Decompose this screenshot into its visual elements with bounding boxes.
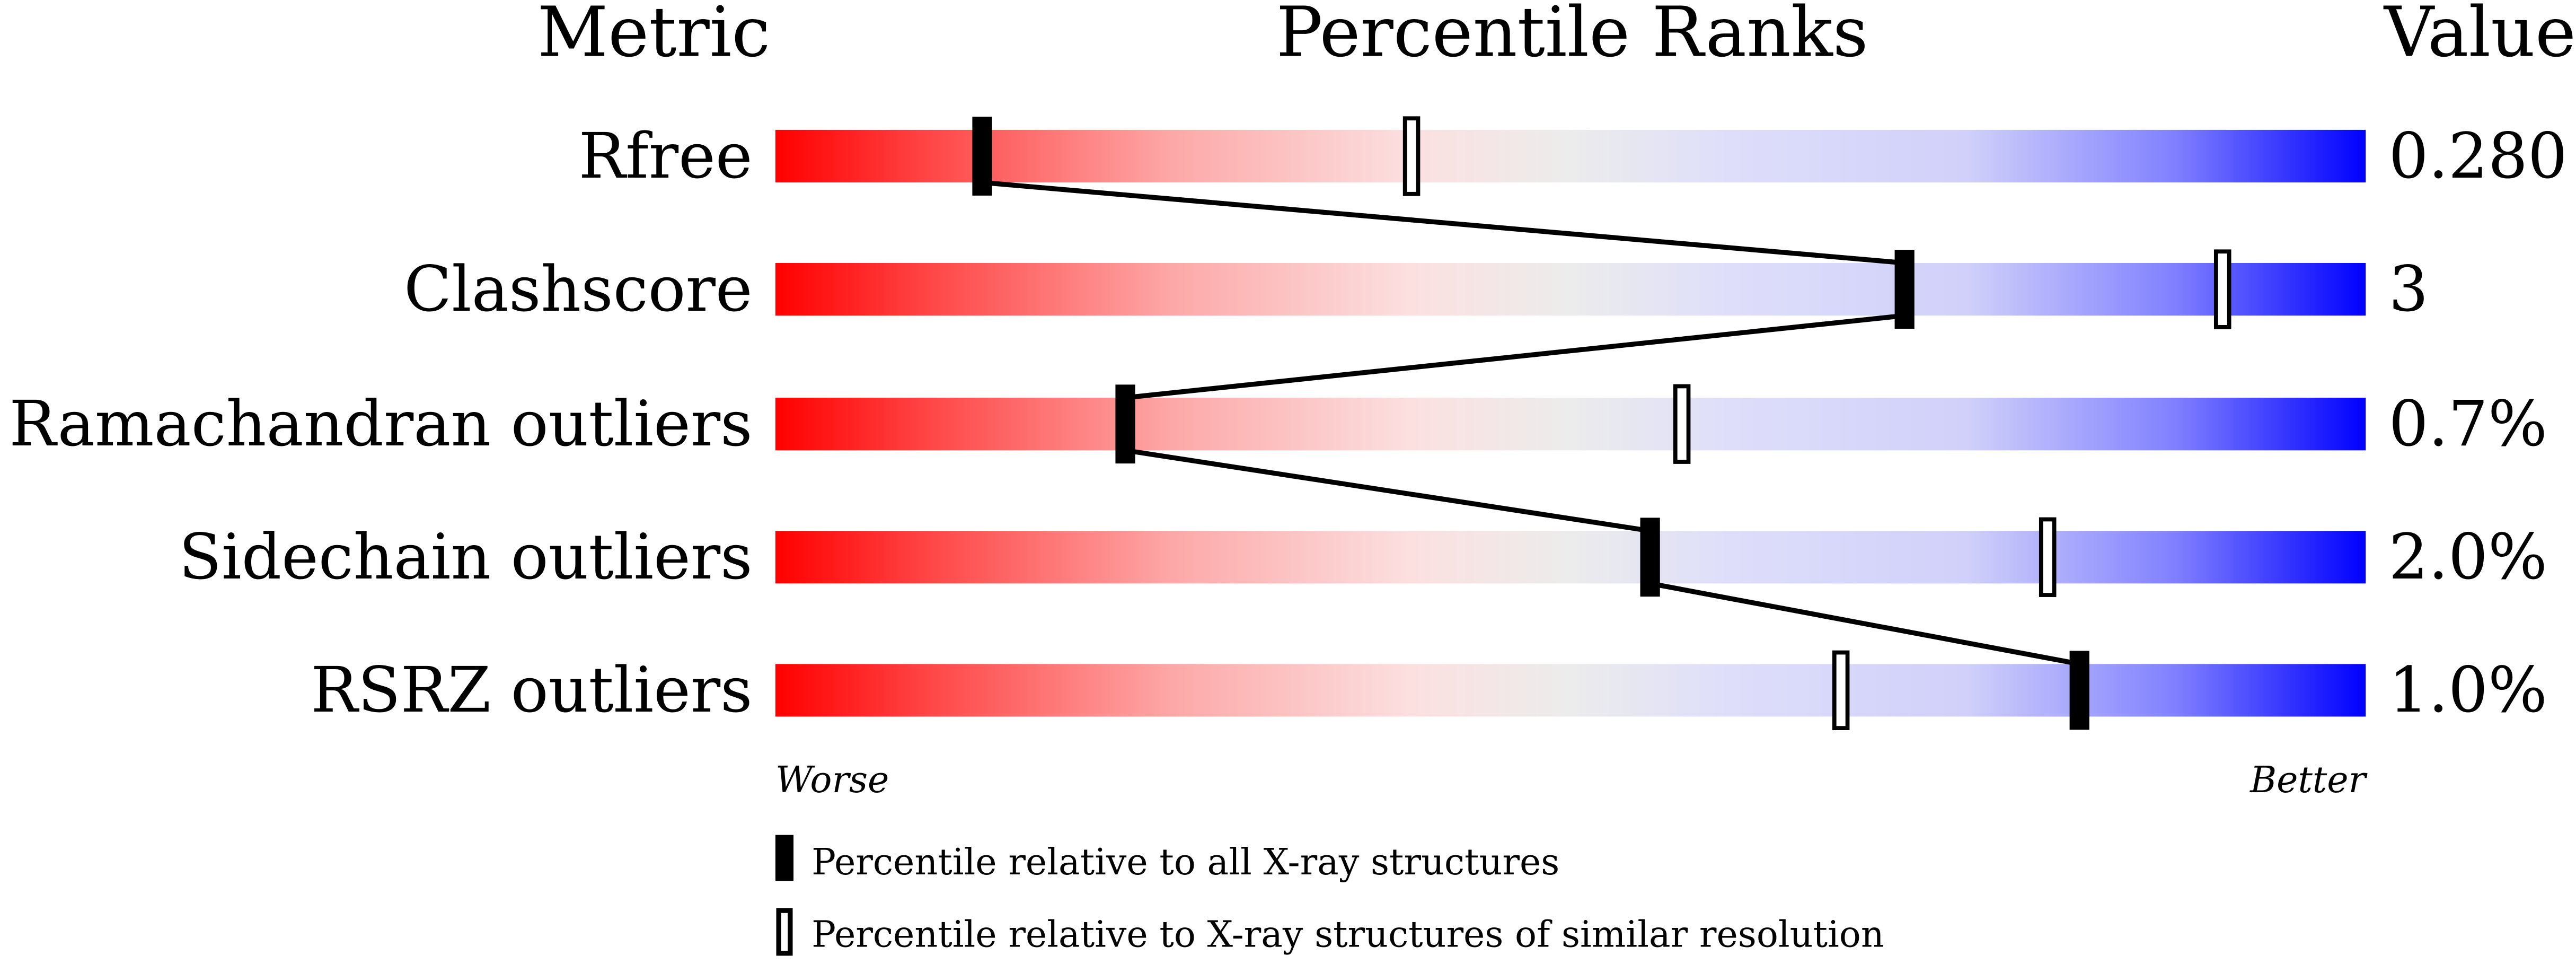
metric-label: RSRZ outliers: [311, 654, 752, 726]
marker-similar-resolution: [1832, 650, 1850, 730]
gradient-bar: [775, 664, 2366, 717]
header-percentile-ranks: Percentile Ranks: [1276, 0, 1868, 72]
header-value: Value: [2383, 0, 2576, 72]
marker-similar-resolution: [1402, 116, 1421, 196]
axis-label-better: Better: [2249, 759, 2368, 801]
gradient-bar: [775, 398, 2366, 451]
metric-value: 0.280: [2389, 120, 2568, 192]
metric-label: Rfree: [579, 120, 753, 192]
gradient-bar: [775, 262, 2366, 316]
marker-similar-resolution: [1673, 384, 1691, 464]
metric-value: 3: [2389, 253, 2429, 326]
header-metric: Metric: [537, 0, 770, 72]
metric-label: Sidechain outliers: [179, 521, 752, 593]
marker-all-structures: [2069, 651, 2089, 730]
marker-all-structures: [1894, 250, 1915, 329]
gradient-bar: [775, 129, 2366, 183]
metric-value: 2.0%: [2389, 521, 2547, 593]
marker-all-structures: [1640, 518, 1660, 597]
marker-similar-resolution: [2213, 249, 2231, 329]
connector-line: [1125, 448, 1651, 533]
connector-line: [1125, 313, 1905, 400]
gradient-bar: [775, 531, 2366, 584]
connector-line: [1649, 581, 2080, 667]
metric-label: Clashscore: [404, 253, 753, 326]
marker-all-structures: [1115, 384, 1135, 464]
marker-all-structures: [972, 117, 992, 196]
metric-value: 0.7%: [2389, 388, 2547, 460]
metric-label: Ramachandran outliers: [9, 388, 752, 460]
legend-open-label: Percentile relative to X-ray structures …: [811, 914, 1884, 956]
legend-filled-marker: [775, 835, 794, 881]
axis-label-worse: Worse: [775, 759, 889, 801]
legend-filled-label: Percentile relative to all X-ray structu…: [811, 841, 1559, 883]
metric-value: 1.0%: [2389, 654, 2547, 726]
legend-open-marker: [776, 908, 793, 956]
connector-line: [982, 180, 1905, 266]
marker-similar-resolution: [2039, 517, 2057, 597]
